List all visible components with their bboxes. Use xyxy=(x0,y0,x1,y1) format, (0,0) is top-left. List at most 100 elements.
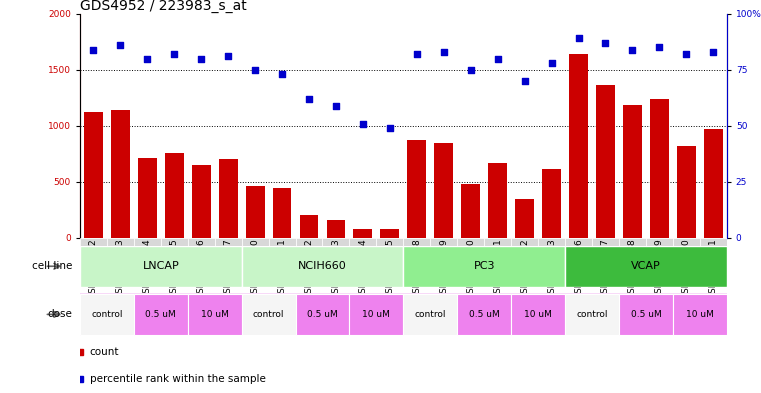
Point xyxy=(546,60,558,66)
Bar xyxy=(107,238,134,246)
Bar xyxy=(623,105,642,238)
Text: 10 uM: 10 uM xyxy=(362,310,390,319)
Bar xyxy=(188,238,215,246)
Bar xyxy=(295,238,323,246)
Bar xyxy=(80,246,242,287)
Point xyxy=(142,55,154,62)
Text: GSM1359766: GSM1359766 xyxy=(574,238,583,299)
Bar xyxy=(646,238,673,246)
Text: GSM1359781: GSM1359781 xyxy=(493,238,502,299)
Text: GSM1359778: GSM1359778 xyxy=(412,238,422,299)
Bar xyxy=(242,238,269,246)
Text: VCAP: VCAP xyxy=(631,261,661,271)
Bar xyxy=(569,54,588,238)
Bar xyxy=(246,186,265,238)
Bar xyxy=(673,294,727,335)
Text: 10 uM: 10 uM xyxy=(686,310,714,319)
Text: cell line: cell line xyxy=(32,261,72,271)
Point xyxy=(88,46,100,53)
Text: 10 uM: 10 uM xyxy=(524,310,552,319)
Bar xyxy=(457,294,511,335)
Point xyxy=(572,35,584,42)
Bar xyxy=(326,220,345,238)
Point xyxy=(680,51,693,57)
Text: percentile rank within the sample: percentile rank within the sample xyxy=(90,374,266,384)
Text: GSM1359767: GSM1359767 xyxy=(601,238,610,299)
Text: GSM1359760: GSM1359760 xyxy=(250,238,260,299)
Text: GSM1359763: GSM1359763 xyxy=(332,238,340,299)
Text: GSM1359775: GSM1359775 xyxy=(170,238,179,299)
Point xyxy=(492,55,504,62)
Text: GSM1359776: GSM1359776 xyxy=(196,238,205,299)
Bar xyxy=(134,294,188,335)
Bar xyxy=(188,294,242,335)
Bar xyxy=(515,198,534,238)
Point xyxy=(222,53,234,59)
Point xyxy=(600,40,612,46)
Bar xyxy=(353,229,372,238)
Point xyxy=(653,44,665,50)
Bar xyxy=(511,238,538,246)
Text: 0.5 uM: 0.5 uM xyxy=(145,310,176,319)
Bar xyxy=(272,189,291,238)
Bar xyxy=(403,294,457,335)
Bar xyxy=(650,99,669,238)
Point xyxy=(465,66,477,73)
Bar xyxy=(435,143,454,238)
Point xyxy=(438,49,450,55)
Bar xyxy=(80,294,134,335)
Bar xyxy=(403,238,430,246)
Text: GSM1359765: GSM1359765 xyxy=(385,238,394,299)
Bar xyxy=(138,158,157,238)
Point xyxy=(195,55,207,62)
Bar xyxy=(80,238,107,246)
Bar xyxy=(161,238,188,246)
Text: GSM1359774: GSM1359774 xyxy=(143,238,151,299)
Text: GSM1359772: GSM1359772 xyxy=(89,238,98,299)
Bar xyxy=(704,129,723,238)
Text: GSM1359779: GSM1359779 xyxy=(439,238,448,299)
Text: GSM1359771: GSM1359771 xyxy=(708,238,718,299)
Bar xyxy=(542,169,561,238)
Text: GSM1359783: GSM1359783 xyxy=(547,238,556,299)
Text: 0.5 uM: 0.5 uM xyxy=(631,310,661,319)
Bar xyxy=(700,238,727,246)
Bar xyxy=(242,246,403,287)
Bar xyxy=(565,238,592,246)
Bar xyxy=(242,294,295,335)
Bar xyxy=(134,238,161,246)
Text: GSM1359764: GSM1359764 xyxy=(358,238,368,299)
Point xyxy=(411,51,423,57)
Bar xyxy=(619,294,673,335)
Point xyxy=(626,46,638,53)
Bar xyxy=(484,238,511,246)
Bar xyxy=(592,238,619,246)
Text: control: control xyxy=(415,310,446,319)
Bar xyxy=(192,165,211,238)
Bar xyxy=(457,238,484,246)
Text: GSM1359768: GSM1359768 xyxy=(628,238,637,299)
Text: GSM1359780: GSM1359780 xyxy=(466,238,475,299)
Bar xyxy=(461,184,480,238)
Bar xyxy=(619,238,646,246)
Bar xyxy=(84,112,103,238)
Text: 0.5 uM: 0.5 uM xyxy=(307,310,338,319)
Bar xyxy=(430,238,457,246)
Bar xyxy=(165,152,183,238)
Bar xyxy=(215,238,242,246)
Point xyxy=(707,49,719,55)
Text: control: control xyxy=(91,310,123,319)
Bar xyxy=(300,215,318,238)
Text: GSM1359782: GSM1359782 xyxy=(520,238,529,299)
Bar xyxy=(349,238,377,246)
Bar xyxy=(489,163,507,238)
Text: GSM1359773: GSM1359773 xyxy=(116,238,125,299)
Text: PC3: PC3 xyxy=(473,261,495,271)
Bar xyxy=(596,85,615,238)
Bar xyxy=(269,238,295,246)
Bar xyxy=(511,294,565,335)
Bar xyxy=(295,294,349,335)
Text: GSM1359777: GSM1359777 xyxy=(224,238,233,299)
Text: count: count xyxy=(90,347,119,357)
Text: GDS4952 / 223983_s_at: GDS4952 / 223983_s_at xyxy=(80,0,247,13)
